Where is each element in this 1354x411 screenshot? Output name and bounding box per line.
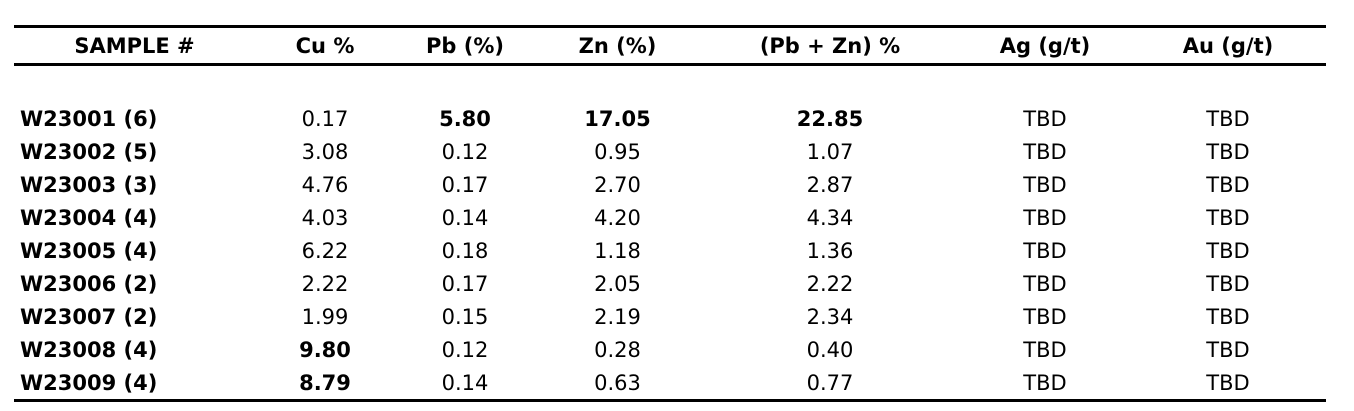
ag-cell: TBD xyxy=(1023,238,1067,263)
spacer-row xyxy=(14,65,1326,103)
sample-id-cell: W23007 (2) xyxy=(20,304,158,329)
table-row: W23009 (4) 8.79 0.14 0.63 0.77 TBD TBD xyxy=(14,366,1326,401)
pbzn-cell: 2.87 xyxy=(806,172,854,197)
ag-cell: TBD xyxy=(1023,172,1067,197)
au-cell: TBD xyxy=(1206,304,1250,329)
pbzn-cell: 0.40 xyxy=(806,337,854,362)
assay-results-table: SAMPLE # Cu % Pb (%) Zn (%) (Pb + Zn) % … xyxy=(14,25,1326,402)
table-row: W23002 (5) 3.08 0.12 0.95 1.07 TBD TBD xyxy=(14,135,1326,168)
pb-cell: 5.80 xyxy=(439,106,491,131)
au-cell: TBD xyxy=(1206,205,1250,230)
pbzn-cell: 1.07 xyxy=(806,139,854,164)
col-header-ag: Ag (g/t) xyxy=(999,33,1091,58)
table-row: W23001 (6) 0.17 5.80 17.05 22.85 TBD TBD xyxy=(14,102,1326,135)
zn-cell: 17.05 xyxy=(584,106,651,131)
pb-cell: 0.12 xyxy=(441,337,489,362)
cu-cell: 2.22 xyxy=(301,271,349,296)
au-cell: TBD xyxy=(1206,172,1250,197)
cu-cell: 8.79 xyxy=(299,370,351,395)
table-row: W23004 (4) 4.03 0.14 4.20 4.34 TBD TBD xyxy=(14,201,1326,234)
ag-cell: TBD xyxy=(1023,139,1067,164)
cu-cell: 4.76 xyxy=(301,172,349,197)
sample-id-cell: W23009 (4) xyxy=(20,370,158,395)
ag-cell: TBD xyxy=(1023,337,1067,362)
sample-id-cell: W23003 (3) xyxy=(20,172,158,197)
spacer-cell xyxy=(14,65,1326,103)
pbzn-cell: 22.85 xyxy=(796,106,864,131)
pb-cell: 0.15 xyxy=(441,304,489,329)
au-cell: TBD xyxy=(1206,337,1250,362)
au-cell: TBD xyxy=(1206,238,1250,263)
cu-cell: 3.08 xyxy=(301,139,349,164)
zn-cell: 4.20 xyxy=(594,205,641,230)
header-row: SAMPLE # Cu % Pb (%) Zn (%) (Pb + Zn) % … xyxy=(14,26,1326,65)
assay-results-table-sheet: SAMPLE # Cu % Pb (%) Zn (%) (Pb + Zn) % … xyxy=(14,25,1340,402)
sample-id-cell: W23002 (5) xyxy=(20,139,158,164)
ag-cell: TBD xyxy=(1023,106,1067,131)
sample-id-cell: W23005 (4) xyxy=(20,238,158,263)
zn-cell: 2.70 xyxy=(594,172,641,197)
table-row: W23007 (2) 1.99 0.15 2.19 2.34 TBD TBD xyxy=(14,300,1326,333)
pb-cell: 0.18 xyxy=(441,238,489,263)
sample-id-cell: W23006 (2) xyxy=(20,271,158,296)
pb-cell: 0.12 xyxy=(441,139,489,164)
ag-cell: TBD xyxy=(1023,304,1067,329)
ag-cell: TBD xyxy=(1023,370,1067,395)
pbzn-cell: 4.34 xyxy=(806,205,854,230)
col-header-sample: SAMPLE # xyxy=(74,33,195,58)
table-row: W23003 (3) 4.76 0.17 2.70 2.87 TBD TBD xyxy=(14,168,1326,201)
pbzn-cell: 0.77 xyxy=(806,370,854,395)
zn-cell: 0.95 xyxy=(594,139,641,164)
pbzn-cell: 1.36 xyxy=(806,238,854,263)
zn-cell: 2.19 xyxy=(594,304,641,329)
table-row: W23005 (4) 6.22 0.18 1.18 1.36 TBD TBD xyxy=(14,234,1326,267)
table-row: W23006 (2) 2.22 0.17 2.05 2.22 TBD TBD xyxy=(14,267,1326,300)
pbzn-cell: 2.22 xyxy=(806,271,854,296)
cu-cell: 9.80 xyxy=(299,337,351,362)
zn-cell: 0.28 xyxy=(594,337,641,362)
table-row: W23008 (4) 9.80 0.12 0.28 0.40 TBD TBD xyxy=(14,333,1326,366)
col-header-au: Au (g/t) xyxy=(1182,33,1274,58)
pb-cell: 0.14 xyxy=(441,370,489,395)
au-cell: TBD xyxy=(1206,370,1250,395)
zn-cell: 0.63 xyxy=(594,370,641,395)
au-cell: TBD xyxy=(1206,106,1250,131)
pb-cell: 0.17 xyxy=(441,271,489,296)
pbzn-cell: 2.34 xyxy=(806,304,854,329)
sample-id-cell: W23004 (4) xyxy=(20,205,158,230)
col-header-zn: Zn (%) xyxy=(578,33,657,58)
cu-cell: 6.22 xyxy=(301,238,349,263)
zn-cell: 1.18 xyxy=(594,238,641,263)
ag-cell: TBD xyxy=(1023,271,1067,296)
au-cell: TBD xyxy=(1206,271,1250,296)
cu-cell: 0.17 xyxy=(301,106,349,131)
cu-cell: 4.03 xyxy=(301,205,349,230)
au-cell: TBD xyxy=(1206,139,1250,164)
sample-id-cell: W23008 (4) xyxy=(20,337,158,362)
ag-cell: TBD xyxy=(1023,205,1067,230)
col-header-pbzn: (Pb + Zn) % xyxy=(759,33,901,58)
col-header-pb: Pb (%) xyxy=(426,33,504,58)
col-header-cu: Cu % xyxy=(295,33,355,58)
sample-id-cell: W23001 (6) xyxy=(20,106,158,131)
zn-cell: 2.05 xyxy=(594,271,641,296)
pb-cell: 0.17 xyxy=(441,172,489,197)
cu-cell: 1.99 xyxy=(301,304,349,329)
pb-cell: 0.14 xyxy=(441,205,489,230)
